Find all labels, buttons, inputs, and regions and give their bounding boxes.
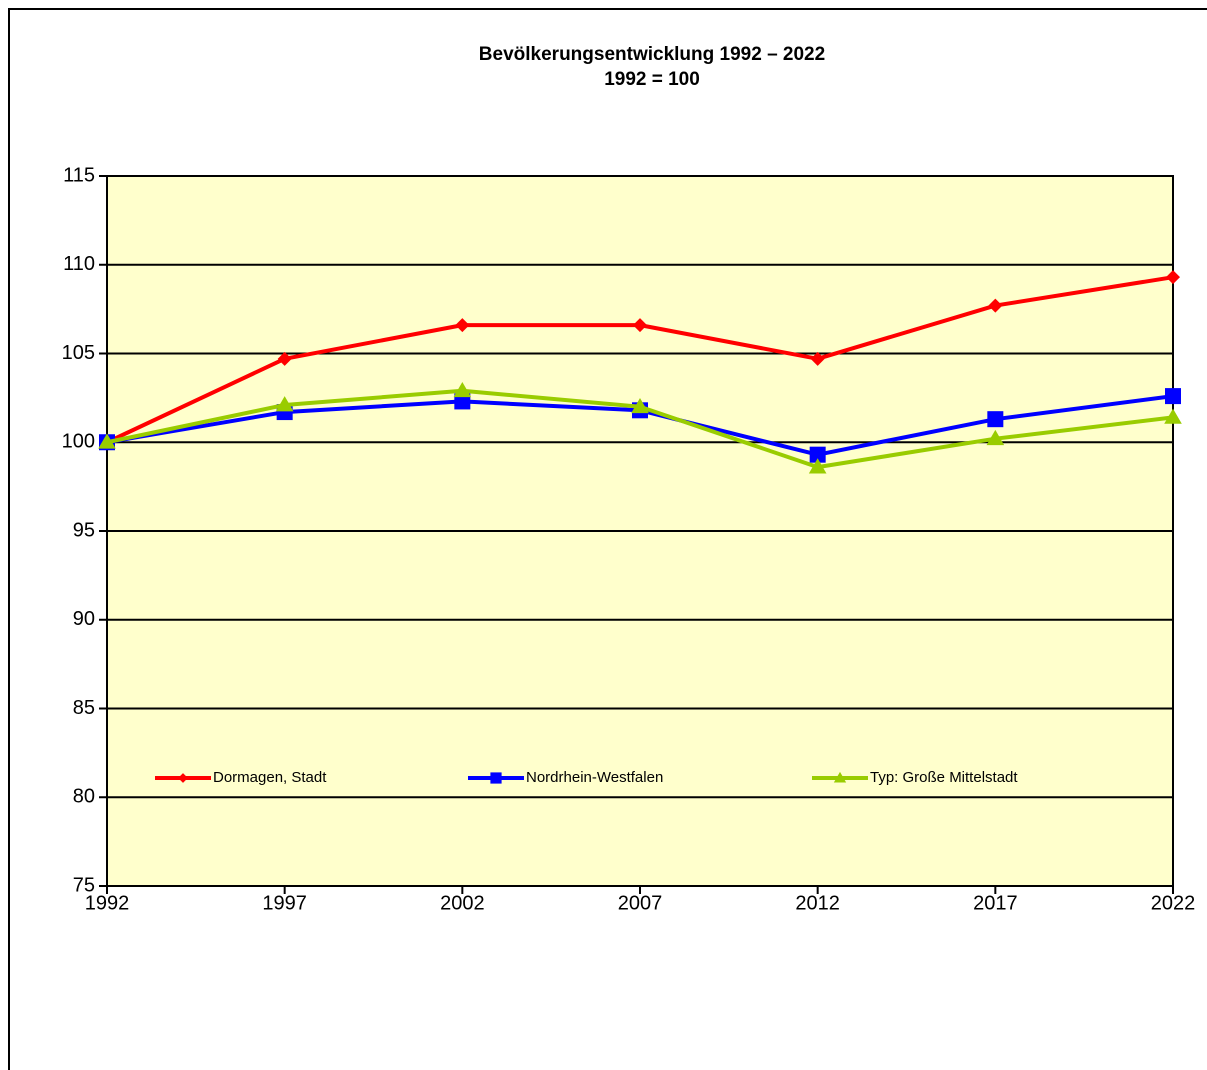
marker — [809, 446, 826, 463]
legend-label: Typ: Große Mittelstadt — [870, 769, 1018, 786]
x-tick-label: 1992 — [85, 892, 130, 914]
marker — [987, 411, 1004, 428]
legend-label: Dormagen, Stadt — [213, 769, 327, 786]
marker — [455, 318, 470, 333]
marker — [986, 429, 1005, 446]
x-tick-label: 1997 — [262, 892, 307, 914]
marker — [631, 397, 649, 414]
y-tick-label: 85 — [73, 697, 95, 719]
series-lines — [98, 270, 1182, 474]
marker — [453, 381, 472, 398]
y-tick-label: 95 — [73, 519, 95, 541]
legend: Dormagen, Stadt Nordrhein-Westfalen Typ: G… — [155, 769, 1018, 786]
marker — [275, 396, 294, 412]
x-tick-label: 2012 — [795, 892, 840, 914]
y-tick-label: 90 — [73, 608, 95, 630]
x-tick-label: 2002 — [440, 892, 485, 914]
x-tick-label: 2007 — [618, 892, 663, 914]
marker — [178, 773, 188, 783]
y-tick-label: 100 — [62, 431, 95, 453]
y-tick-label: 105 — [62, 342, 95, 364]
y-tick-label: 80 — [73, 786, 95, 808]
marker — [810, 351, 825, 366]
marker — [1165, 388, 1181, 405]
marker — [1164, 408, 1182, 424]
x-tick-label: 2017 — [973, 892, 1018, 914]
y-tick-label: 115 — [63, 164, 95, 186]
marker — [98, 433, 116, 449]
marker — [454, 393, 471, 410]
marker — [1166, 270, 1180, 285]
marker — [808, 458, 827, 474]
marker — [490, 772, 502, 784]
plot-border — [106, 175, 1174, 887]
y-tick-label: 75 — [73, 874, 95, 896]
marker — [833, 771, 847, 783]
x-tick-label: 2022 — [1151, 892, 1196, 914]
marker — [633, 318, 647, 333]
legend-label: Nordrhein-Westfalen — [526, 769, 663, 786]
marker — [988, 298, 1003, 313]
marker — [277, 351, 292, 366]
y-tick-label: 110 — [63, 253, 95, 275]
chart-title: Bevölkerungsentwicklung 1992 – 2022 — [479, 44, 825, 65]
chart-subtitle: 1992 = 100 — [604, 69, 700, 90]
